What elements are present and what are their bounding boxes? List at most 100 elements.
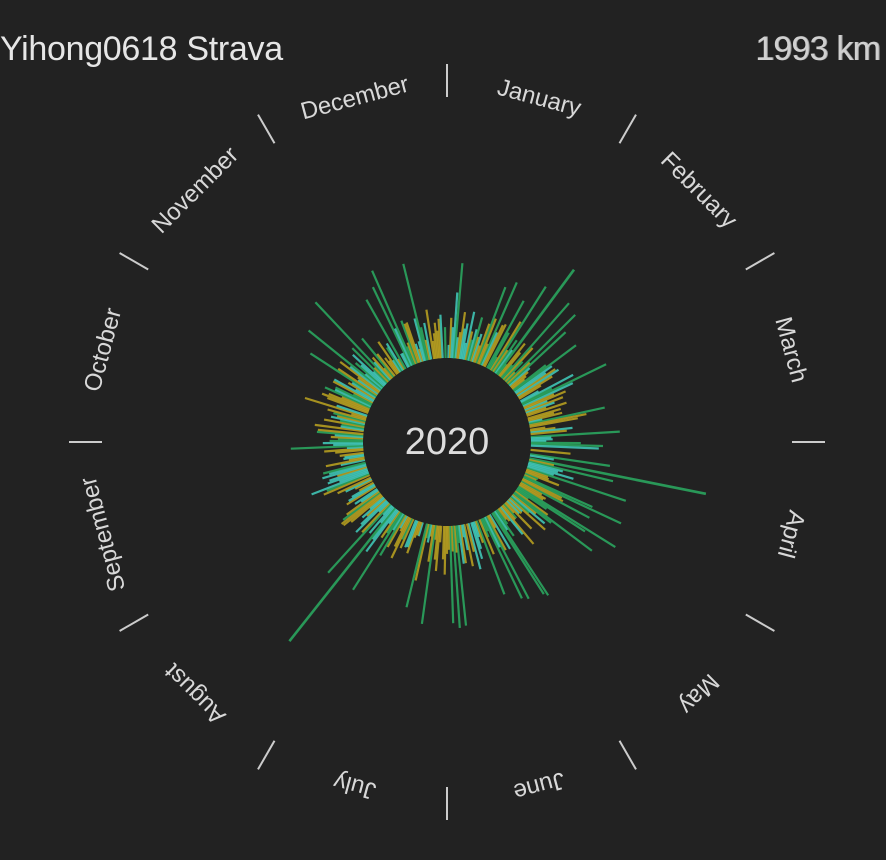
- activity-bar: [333, 378, 375, 403]
- activity-bar: [525, 406, 547, 416]
- activity-bar: [516, 368, 560, 398]
- month-separator: [745, 613, 775, 632]
- activity-bar: [406, 520, 419, 548]
- activity-bar: [336, 404, 368, 417]
- activity-bar: [434, 525, 441, 572]
- activity-bar: [365, 299, 407, 370]
- activity-bar: [493, 339, 518, 374]
- center-year-label: 2020: [405, 421, 490, 463]
- activity-bar: [321, 392, 370, 413]
- activity-bar: [456, 331, 462, 359]
- activity-bar: [529, 457, 707, 496]
- activity-bar: [371, 356, 393, 380]
- activity-bar: [371, 270, 415, 366]
- activity-bar: [369, 496, 385, 510]
- activity-bar: [474, 323, 491, 364]
- activity-bar: [388, 509, 400, 525]
- activity-bar: [339, 451, 364, 457]
- activity-bar: [515, 372, 547, 395]
- activity-bar: [475, 520, 506, 595]
- activity-bar: [474, 520, 485, 544]
- activity-bar: [464, 331, 474, 361]
- activity-bar: [497, 508, 508, 521]
- activity-bar: [457, 525, 465, 564]
- activity-bar: [342, 491, 381, 521]
- activity-bar: [341, 423, 365, 430]
- activity-bar: [433, 322, 440, 359]
- activity-bar: [505, 500, 520, 515]
- activity-bar: [406, 520, 420, 554]
- activity-bar: [451, 292, 459, 359]
- activity-bar: [344, 453, 365, 459]
- month-separator: [618, 740, 637, 770]
- activity-bar: [372, 370, 388, 385]
- activity-bar: [528, 461, 564, 473]
- activity-bar: [528, 460, 614, 483]
- month-separator: [257, 114, 276, 144]
- activity-bar: [460, 524, 465, 538]
- activity-bar: [333, 412, 366, 423]
- activity-bar: [453, 263, 464, 359]
- activity-bar: [354, 487, 378, 505]
- activity-bar: [349, 365, 382, 392]
- activity-bar: [352, 512, 403, 591]
- activity-bar: [339, 469, 369, 483]
- activity-bar: [351, 381, 377, 399]
- activity-bar: [360, 364, 386, 387]
- month-separators: [69, 64, 825, 820]
- activity-bar: [500, 364, 514, 379]
- activity-bar: [416, 521, 423, 536]
- activity-bar: [503, 360, 524, 382]
- activity-bar: [486, 300, 525, 369]
- activity-bar: [360, 499, 388, 526]
- activity-bar: [516, 487, 548, 510]
- month-separator: [119, 613, 149, 632]
- activity-bar: [530, 426, 573, 434]
- activity-bar: [517, 375, 553, 399]
- activity-bar: [405, 322, 422, 363]
- activity-bar: [512, 364, 547, 392]
- activity-bar: [524, 396, 564, 413]
- activity-bar: [529, 453, 611, 467]
- activity-bar: [327, 408, 367, 421]
- daily-activity-bars: [288, 263, 707, 643]
- activity-bar: [406, 345, 416, 365]
- activity-bar: [397, 358, 406, 371]
- activity-bar: [334, 434, 364, 439]
- month-label-december: December: [298, 71, 412, 126]
- activity-bar: [350, 494, 384, 523]
- activity-bar: [443, 327, 447, 359]
- activity-bar: [495, 268, 576, 376]
- activity-bar: [333, 443, 364, 446]
- activity-bar: [328, 392, 370, 412]
- activity-bar: [314, 301, 391, 382]
- activity-bar: [508, 367, 531, 387]
- activity-bar: [488, 513, 511, 550]
- activity-bar: [314, 423, 364, 433]
- activity-bar: [530, 426, 556, 433]
- activity-bar: [414, 523, 430, 581]
- activity-bar: [436, 330, 441, 359]
- activity-bar: [479, 518, 490, 538]
- activity-bar: [517, 485, 616, 549]
- activity-bar: [322, 461, 366, 475]
- activity-bar: [329, 467, 368, 482]
- month-separator: [257, 740, 276, 770]
- activity-bar: [437, 318, 443, 359]
- activity-bar: [380, 510, 401, 539]
- activity-bar: [322, 464, 367, 480]
- activity-bar: [324, 386, 371, 409]
- activity-bar: [365, 508, 399, 553]
- activity-bar: [465, 523, 475, 552]
- activity-bar: [350, 413, 367, 420]
- activity-bar: [504, 371, 516, 383]
- activity-bar: [448, 317, 453, 359]
- activity-bar: [523, 473, 537, 482]
- activity-bar: [492, 511, 550, 596]
- activity-bar: [529, 413, 587, 427]
- activity-bar: [467, 522, 482, 570]
- activity-bar: [471, 333, 483, 363]
- activity-bar: [358, 481, 375, 492]
- activity-bar: [379, 506, 395, 524]
- activity-bar: [484, 515, 530, 600]
